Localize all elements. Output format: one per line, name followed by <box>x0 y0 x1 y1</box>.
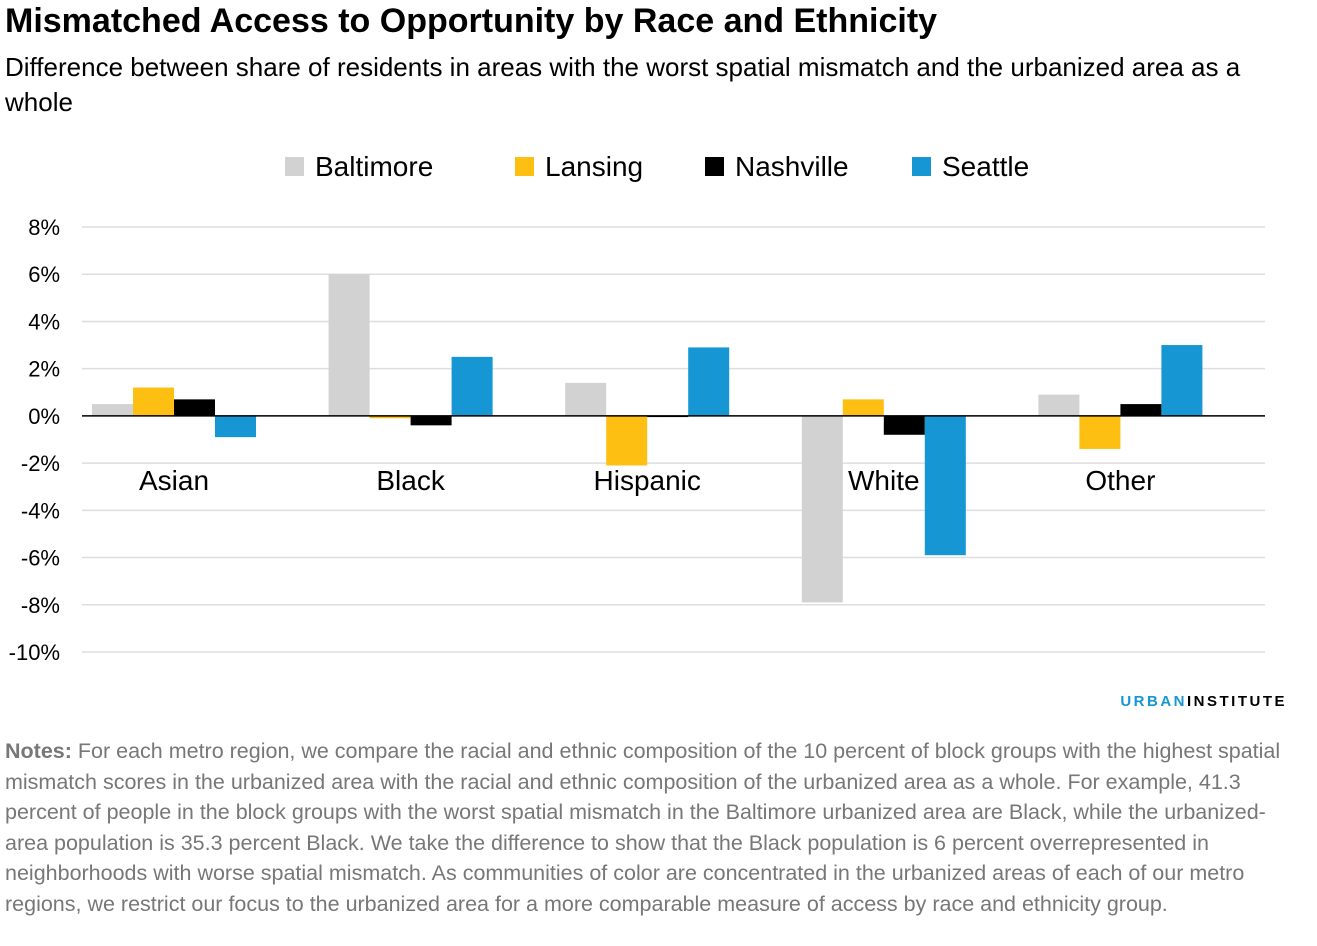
bar-seattle-white <box>924 415 966 556</box>
y-tick-label: 2% <box>28 357 60 382</box>
category-label: Black <box>376 465 445 496</box>
chart-subtitle: Difference between share of residents in… <box>5 52 1241 117</box>
y-tick-label: -8% <box>21 593 60 618</box>
notes-label: Notes: <box>5 739 72 763</box>
y-tick-label: -4% <box>21 498 60 523</box>
bar-lansing-asian <box>133 387 174 416</box>
bar-nashville-white <box>883 415 925 435</box>
y-tick-label: 4% <box>28 309 60 334</box>
y-axis-labels: 8% 6% 4% 2% 0% -2% -4% -6% -8% -10% <box>9 215 60 665</box>
bar-nashville-asian <box>174 399 215 416</box>
y-tick-label: 8% <box>28 215 60 240</box>
legend-swatch-lansing <box>515 157 534 176</box>
category-label: Other <box>1085 465 1155 496</box>
legend-swatch-seattle <box>912 157 931 176</box>
legend-label: Baltimore <box>315 151 433 182</box>
bar-lansing-hispanic <box>606 415 648 466</box>
y-tick-label: -6% <box>21 546 60 571</box>
category-label: Asian <box>139 465 209 496</box>
legend-swatch-nashville <box>705 157 724 176</box>
bar-baltimore-black <box>328 274 370 416</box>
category-label: White <box>848 465 920 496</box>
bar-lansing-white <box>842 399 884 416</box>
notes-text: For each metro region, we compare the ra… <box>5 739 1281 916</box>
legend-label: Lansing <box>545 151 643 182</box>
y-tick-label: -2% <box>21 451 60 476</box>
chart-title: Mismatched Access to Opportunity by Race… <box>5 2 938 40</box>
bar-chart: Baltimore Lansing Nashville Seattle 8% 6% 4% 2… <box>9 151 1265 665</box>
urban-institute-logo: URBANINSTITUTE <box>1120 693 1287 710</box>
legend: Baltimore Lansing Nashville Seattle <box>285 151 1029 182</box>
bar-baltimore-white <box>801 415 843 603</box>
category-labels: Asian Black Hispanic White Other <box>139 465 1155 496</box>
y-tick-label: -10% <box>9 640 60 665</box>
bar-baltimore-asian <box>92 404 133 416</box>
bar-baltimore-other <box>1038 394 1080 416</box>
bar-seattle-black <box>451 356 493 416</box>
y-tick-label: 0% <box>28 404 60 429</box>
bar-seattle-asian <box>215 415 256 438</box>
bar-nashville-black <box>410 415 452 426</box>
y-tick-label: 6% <box>28 262 60 287</box>
bars <box>92 274 1203 603</box>
bar-nashville-other <box>1120 404 1162 416</box>
bar-lansing-black <box>369 415 411 419</box>
bar-seattle-hispanic <box>688 347 730 416</box>
notes: Notes: For each metro region, we compare… <box>5 736 1295 919</box>
legend-swatch-baltimore <box>285 157 304 176</box>
bar-baltimore-hispanic <box>565 382 607 416</box>
legend-label: Seattle <box>942 151 1029 182</box>
legend-label: Nashville <box>735 151 849 182</box>
category-label: Hispanic <box>594 465 701 496</box>
bar-lansing-other <box>1079 415 1121 449</box>
bar-seattle-other <box>1161 345 1203 416</box>
